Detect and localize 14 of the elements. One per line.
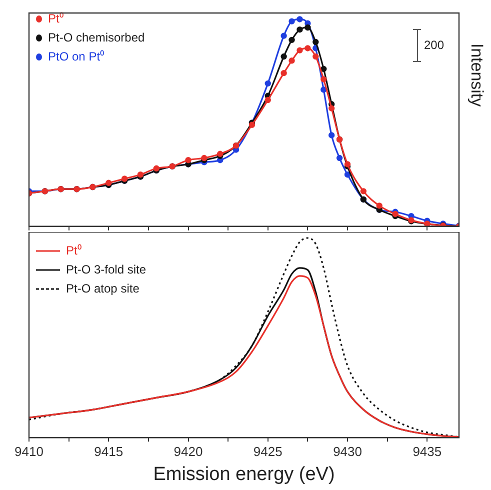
annotation: 200 [424, 38, 444, 52]
legend-label: Pt⁰ [66, 243, 82, 258]
x-axis-title: Emission energy (eV) [153, 464, 335, 485]
legend-label: Pt-O atop site [66, 281, 140, 296]
x-tick-label: 9420 [174, 444, 203, 459]
legend-label: Pt-O 3-fold site [66, 262, 146, 276]
x-tick-label: 9415 [94, 444, 124, 459]
x-tick-label: 9435 [412, 444, 442, 459]
x-tick-label: 9410 [14, 444, 44, 459]
x-tick-label: 9430 [333, 444, 362, 459]
legend-label: PtO on Pt⁰ [48, 49, 104, 64]
x-tick-label: 9425 [253, 444, 282, 459]
legend-label: Pt-O chemisorbed [48, 30, 145, 44]
y-axis-title: Intensity [466, 43, 486, 107]
